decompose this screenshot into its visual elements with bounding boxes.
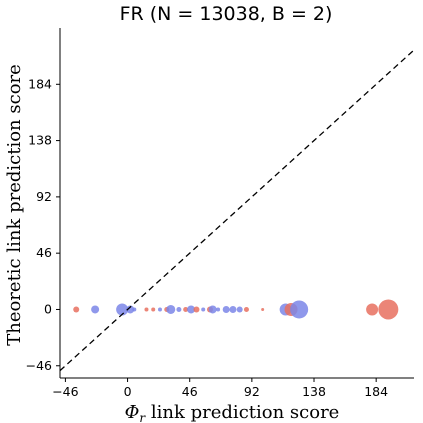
x-tick-label: 46 (182, 384, 198, 399)
y-tick-label: 0 (44, 301, 52, 316)
x-axis-label-text: link prediction score (145, 402, 339, 423)
x-axis-ticks: −46 0 46 92 138 184 (52, 378, 388, 399)
scatter-point (176, 306, 182, 312)
scatter-point (151, 307, 156, 312)
scatter-point (166, 304, 176, 314)
identity-reference-line (59, 49, 415, 372)
scatter-point (187, 305, 196, 314)
scatter-point (91, 305, 100, 314)
scatter-point (236, 306, 243, 313)
points-layer (73, 299, 399, 320)
y-tick-label: 46 (36, 245, 52, 260)
y-tick-label: 184 (28, 76, 52, 91)
scatter-point (157, 307, 162, 312)
x-axis-label-subscript: r (139, 411, 146, 423)
y-tick-label: 138 (28, 133, 52, 148)
scatter-point (261, 307, 265, 311)
scatter-point (116, 303, 129, 316)
scatter-point (290, 300, 309, 319)
x-tick-label: 0 (124, 384, 132, 399)
scatter-point (208, 305, 217, 314)
y-axis-ticks: −46 0 46 92 138 184 (26, 76, 60, 373)
x-tick-label: 184 (364, 384, 388, 399)
y-axis-label: Theoretic link prediction score (4, 64, 25, 346)
scatter-point (132, 307, 137, 312)
scatter-point (222, 305, 230, 313)
chart-title: FR (N = 13038, B = 2) (120, 3, 333, 25)
scatter-point (126, 305, 135, 314)
y-tick-label: 92 (36, 189, 52, 204)
x-tick-label: −46 (52, 384, 78, 399)
scatter-point (144, 307, 149, 312)
x-axis-label: Φr link prediction score (125, 402, 340, 423)
scatter-point (378, 299, 399, 320)
scatter-point (193, 306, 200, 313)
y-tick-label: −46 (26, 358, 52, 373)
scatter-point (201, 307, 206, 312)
scatter-point (73, 306, 80, 313)
scatter-point (229, 305, 237, 313)
scatter-point (366, 303, 379, 316)
x-tick-label: 92 (244, 384, 260, 399)
scatter-point (183, 306, 189, 312)
scatter-point (216, 307, 221, 312)
scatter-point (243, 306, 249, 312)
x-tick-label: 138 (302, 384, 326, 399)
x-axis-label-symbol: Φ (125, 402, 140, 423)
